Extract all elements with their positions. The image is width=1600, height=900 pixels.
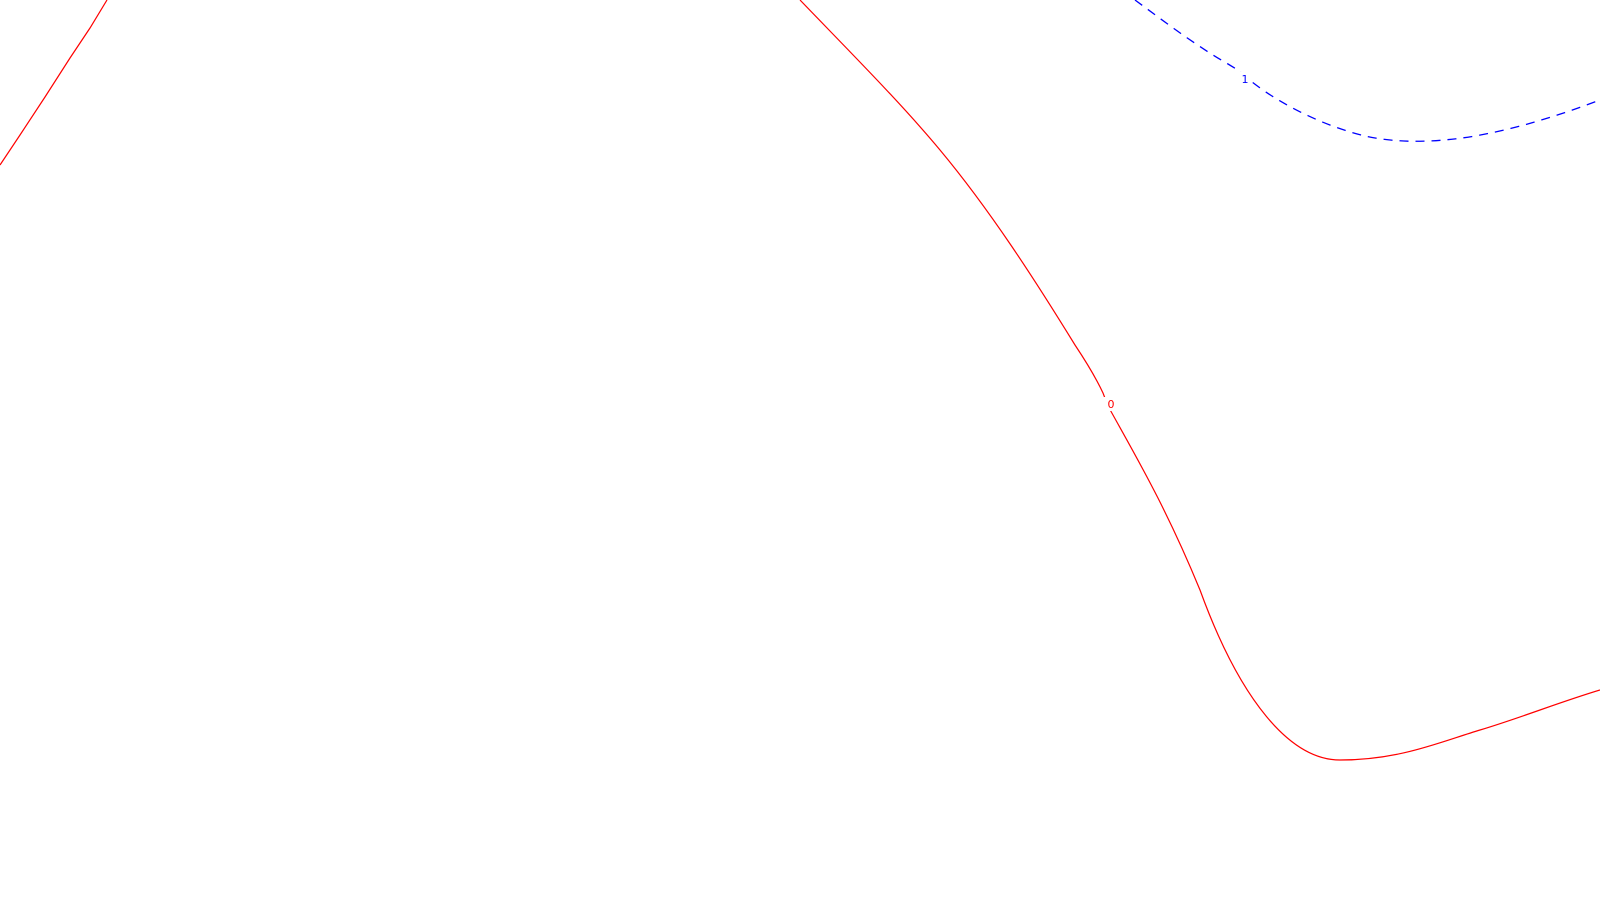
contour-line-0-left — [0, 0, 108, 166]
contour-label-1-gap — [1238, 72, 1252, 86]
contour-label-1: 1 — [1242, 73, 1249, 86]
contour-line-0-main — [799, 0, 1600, 761]
contour-label-0-gap — [1104, 397, 1118, 411]
contour-line-1 — [1134, 0, 1600, 142]
contour-label-0: 0 — [1108, 398, 1115, 411]
